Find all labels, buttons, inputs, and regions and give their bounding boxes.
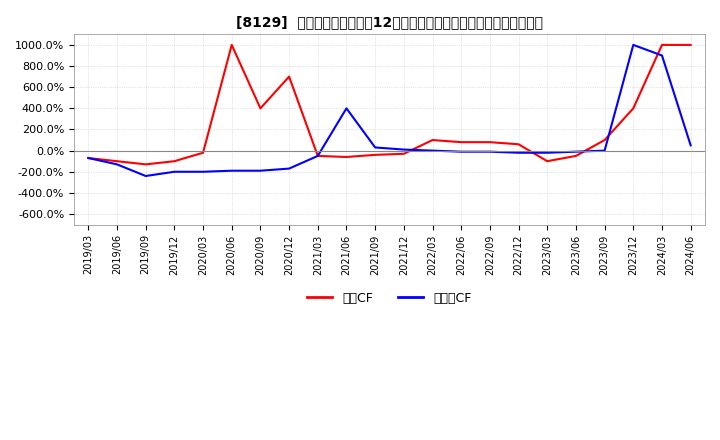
フリーCF: [342, 106, 351, 111]
営業CF: [514, 142, 523, 147]
フリーCF: [657, 53, 666, 58]
フリーCF: [400, 147, 408, 152]
Legend: 営業CF, フリーCF: 営業CF, フリーCF: [302, 287, 477, 310]
フリーCF: [514, 150, 523, 155]
営業CF: [457, 139, 466, 145]
営業CF: [199, 150, 207, 155]
フリーCF: [112, 162, 121, 167]
営業CF: [428, 137, 437, 143]
営業CF: [686, 42, 695, 48]
フリーCF: [485, 149, 494, 154]
Line: 営業CF: 営業CF: [89, 45, 690, 165]
Line: フリーCF: フリーCF: [89, 45, 690, 176]
営業CF: [600, 137, 609, 143]
営業CF: [629, 106, 638, 111]
営業CF: [112, 158, 121, 164]
フリーCF: [629, 42, 638, 48]
営業CF: [400, 151, 408, 157]
フリーCF: [686, 143, 695, 148]
フリーCF: [572, 149, 580, 154]
営業CF: [543, 158, 552, 164]
フリーCF: [313, 153, 322, 158]
フリーCF: [285, 166, 294, 171]
フリーCF: [170, 169, 179, 174]
営業CF: [313, 153, 322, 158]
Title: [8129]  キャッシュフローの12か月移動合計の対前年同期増減率の推移: [8129] キャッシュフローの12か月移動合計の対前年同期増減率の推移: [236, 15, 543, 29]
フリーCF: [141, 173, 150, 179]
フリーCF: [84, 155, 93, 161]
フリーCF: [256, 168, 265, 173]
営業CF: [371, 152, 379, 158]
フリーCF: [371, 145, 379, 150]
フリーCF: [600, 148, 609, 153]
フリーCF: [428, 148, 437, 153]
営業CF: [657, 42, 666, 48]
営業CF: [285, 74, 294, 79]
営業CF: [256, 106, 265, 111]
営業CF: [84, 155, 93, 161]
フリーCF: [543, 150, 552, 155]
フリーCF: [199, 169, 207, 174]
フリーCF: [228, 168, 236, 173]
営業CF: [342, 154, 351, 160]
営業CF: [170, 158, 179, 164]
営業CF: [141, 162, 150, 167]
フリーCF: [457, 149, 466, 154]
営業CF: [228, 42, 236, 48]
営業CF: [572, 153, 580, 158]
営業CF: [485, 139, 494, 145]
